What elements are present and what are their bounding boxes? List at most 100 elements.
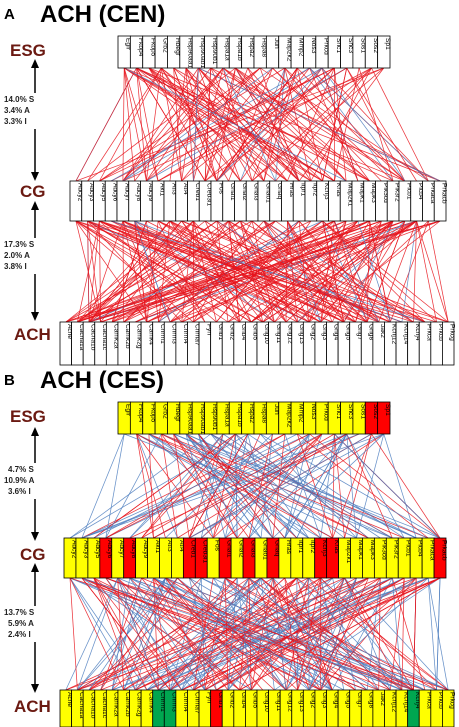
gene-node: Fkbp5	[142, 401, 156, 435]
gene-node: Adcy6	[99, 537, 113, 579]
inhibiting-link	[227, 220, 417, 323]
inhibiting-link	[222, 67, 253, 182]
panel-b-esg-label: ESG	[10, 407, 46, 426]
inhibiting-link	[75, 220, 194, 323]
activating-link	[110, 220, 426, 323]
gene-label: Adcy5	[100, 183, 107, 202]
activating-link	[169, 577, 369, 691]
activating-link	[169, 577, 250, 691]
gene-label: Mapk1	[358, 183, 365, 203]
gene-label: Gng10	[263, 324, 270, 344]
inhibiting-link	[344, 433, 372, 539]
gene-node: Mapk1	[350, 537, 364, 579]
gene-node: Adcy3	[75, 537, 89, 579]
inhibiting-link	[77, 220, 370, 323]
gene-label: Kcnj4	[414, 692, 421, 709]
gene-label: Fkbp5	[149, 38, 156, 57]
gene-node: Atf4	[171, 537, 185, 579]
inhibiting-link	[122, 220, 345, 323]
gene-label: Chrna7	[194, 692, 201, 714]
inhibiting-link	[251, 220, 417, 323]
gene-label: Egfr	[125, 404, 132, 417]
inhibiting-link	[77, 220, 229, 323]
gene-node: Prkacb	[433, 180, 448, 222]
inhibiting-link	[123, 67, 288, 182]
inhibiting-link	[141, 433, 323, 539]
inhibiting-link	[123, 67, 135, 182]
inhibiting-link	[216, 67, 298, 182]
inhibiting-link	[285, 577, 417, 691]
gene-node: Adcy2	[63, 537, 77, 579]
gene-node: Fkbp4	[129, 401, 144, 435]
activating-link	[69, 577, 333, 691]
inhibiting-link	[87, 67, 236, 182]
activating-link	[81, 433, 347, 539]
activating-link	[105, 433, 125, 539]
gene-label: Fkbp4	[137, 404, 144, 423]
inhibiting-link	[240, 220, 426, 323]
inhibiting-link	[274, 220, 417, 323]
activating-link	[213, 577, 426, 691]
inhibiting-link	[135, 577, 369, 691]
activating-link	[284, 433, 348, 539]
gene-label: Itpr2	[309, 540, 316, 554]
inhibiting-link	[212, 433, 323, 539]
inhibiting-link	[309, 67, 359, 182]
panel-b-stat-lower-a: 5.9% A	[8, 619, 34, 628]
activating-link	[383, 433, 417, 539]
activating-link	[247, 433, 274, 539]
gene-label: Gnai2	[237, 540, 244, 558]
inhibiting-link	[165, 577, 356, 691]
gene-label: Prkca	[425, 692, 432, 709]
inhibiting-link	[185, 433, 321, 539]
inhibiting-link	[181, 220, 449, 323]
inhibiting-link	[81, 577, 171, 691]
inhibiting-link	[122, 67, 125, 182]
gene-label: Kcnj12	[391, 692, 398, 712]
gene-label: Gnao1	[264, 183, 271, 203]
gene-node: Fkbp5	[142, 35, 156, 69]
inhibiting-link	[346, 67, 417, 182]
gene-node: Fos	[206, 537, 221, 579]
gene-label: Gnaq	[273, 540, 280, 556]
panel-b-upper-arrow	[2, 427, 48, 541]
inhibiting-link	[181, 67, 199, 182]
inhibiting-link	[371, 67, 429, 182]
gene-label: Gng8	[367, 692, 374, 708]
gene-label: Gnb4	[240, 324, 247, 340]
gene-label: Gng13	[298, 324, 305, 344]
gene-node: Hspa8	[253, 35, 268, 69]
gene-label: Prkacb	[440, 540, 447, 561]
inhibiting-link	[275, 67, 372, 182]
inhibiting-link	[309, 433, 441, 539]
inhibiting-link	[247, 67, 347, 182]
inhibiting-link	[250, 220, 382, 323]
inhibiting-link	[250, 577, 274, 691]
activating-link	[334, 433, 441, 539]
panel-a-stat-lower-a: 2.0% A	[4, 251, 30, 260]
inhibiting-link	[148, 67, 241, 182]
inhibiting-link	[263, 67, 298, 182]
gene-label: Shc3	[347, 38, 354, 53]
gene-node: Pik3r2	[386, 180, 401, 222]
inhibiting-link	[157, 67, 347, 182]
inhibiting-link	[216, 577, 405, 691]
gene-label: Jak2	[379, 324, 386, 338]
activating-link	[122, 67, 273, 182]
inhibiting-link	[239, 577, 441, 691]
activating-link	[124, 67, 347, 182]
gene-node: Plcb1	[398, 180, 412, 222]
inhibiting-link	[204, 67, 212, 182]
activating-link	[136, 433, 357, 539]
gene-node: Grb2	[154, 35, 169, 69]
gene-label: Hras	[285, 540, 292, 555]
gene-label: Nos3	[310, 38, 317, 54]
gene-node: Creb3l1	[194, 537, 209, 579]
inhibiting-link	[193, 577, 441, 691]
gene-nodes: Egfr Fkbp4 Fkbp5 Grb2 Hbegf Hsp90aa1 Hsp90ab1 H…	[59, 35, 456, 727]
activating-link	[272, 433, 385, 539]
gene-label: Nos3	[310, 404, 317, 420]
gene-box	[377, 35, 391, 69]
activating-link	[308, 577, 429, 691]
gene-label: Sos2	[372, 38, 379, 53]
